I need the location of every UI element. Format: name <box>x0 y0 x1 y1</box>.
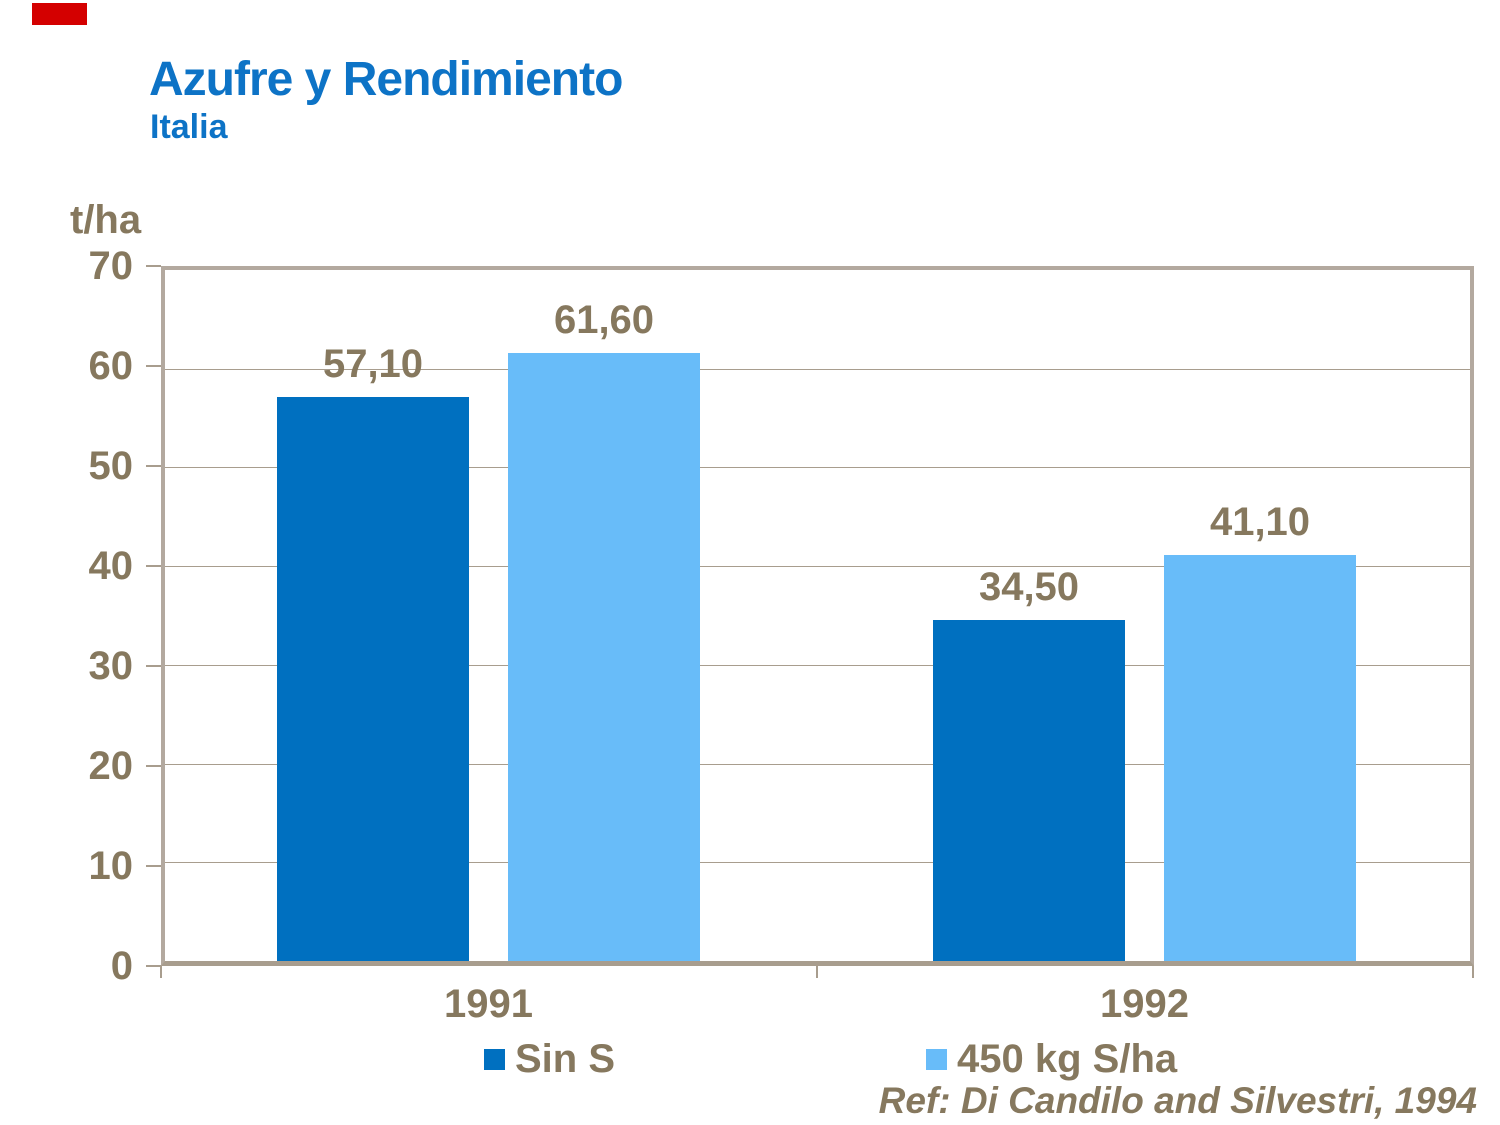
y-axis-tick <box>146 265 161 267</box>
category-label-1991: 1991 <box>444 982 533 1026</box>
gridline <box>165 566 1470 568</box>
legend-item-450-kg-s-ha: 450 kg S/ha <box>926 1037 1177 1081</box>
gridline <box>165 664 1470 666</box>
y-axis-tick <box>146 965 161 967</box>
gridline <box>165 862 1470 864</box>
plot-area: 57,10 61,60 34,50 41,10 <box>161 266 1474 966</box>
chart-title: Azufre y Rendimiento <box>149 53 623 106</box>
y-axis-tick <box>146 565 161 567</box>
value-label: 57,10 <box>322 342 424 387</box>
value-label: 41,10 <box>1209 500 1311 545</box>
red-corner-marker <box>32 3 87 25</box>
gridline <box>165 763 1470 765</box>
x-axis-tick <box>816 966 818 978</box>
y-axis-tick <box>146 665 161 667</box>
y-axis-tick <box>146 465 161 467</box>
legend-swatch <box>926 1048 947 1070</box>
gridline <box>165 467 1470 469</box>
y-axis-unit-label: t/ha <box>70 198 142 242</box>
bar-1992-450-kg-s-ha: 41,10 <box>1164 500 1356 961</box>
gridline <box>165 368 1470 370</box>
category-label-1992: 1992 <box>1100 982 1189 1026</box>
value-label: 34,50 <box>978 565 1080 610</box>
y-tick-label: 60 <box>88 344 134 388</box>
y-tick-label: 30 <box>88 644 134 688</box>
y-tick-label: 50 <box>88 444 134 488</box>
x-axis-tick <box>1472 966 1474 978</box>
legend-label: 450 kg S/ha <box>957 1036 1178 1081</box>
y-axis-tick <box>146 865 161 867</box>
y-tick-label: 0 <box>110 944 133 988</box>
y-axis-tick <box>146 765 161 767</box>
reference-text: Ref: Di Candilo and Silvestri, 1994 <box>878 1080 1477 1121</box>
legend-item-sin-s: Sin S <box>484 1037 615 1081</box>
legend-swatch <box>484 1048 505 1070</box>
y-tick-label: 10 <box>88 844 134 888</box>
y-tick-label: 20 <box>88 744 134 788</box>
chart-subtitle: Italia <box>150 108 228 146</box>
bar-1992-sin-s: 34,50 <box>933 565 1125 961</box>
bar-1991-450-kg-s-ha: 61,60 <box>508 298 700 961</box>
y-axis-tick <box>146 365 161 367</box>
x-axis-tick <box>160 966 162 978</box>
y-tick-label: 40 <box>88 544 134 588</box>
y-tick-label: 70 <box>88 244 134 288</box>
legend-label: Sin S <box>515 1036 616 1081</box>
value-label: 61,60 <box>553 297 655 342</box>
bar-1991-sin-s: 57,10 <box>277 342 469 961</box>
